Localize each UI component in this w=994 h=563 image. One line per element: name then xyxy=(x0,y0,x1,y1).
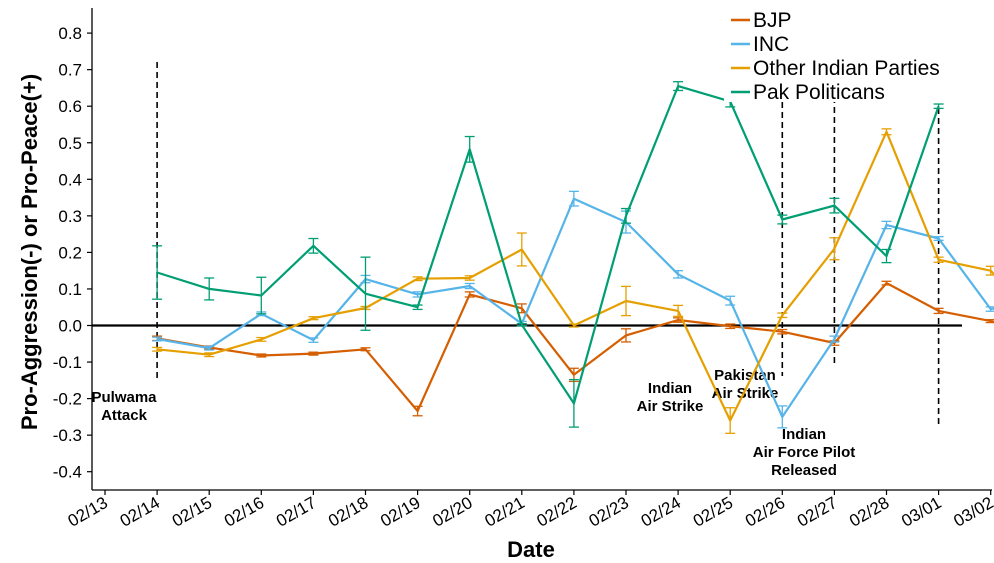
x-tick-label: 02/21 xyxy=(481,493,527,531)
legend-label: INC xyxy=(753,33,789,56)
x-tick-label: 02/27 xyxy=(794,493,840,531)
y-tick-label: 0.5 xyxy=(58,134,82,153)
series-inc xyxy=(152,190,994,429)
event-label: Released xyxy=(771,462,837,479)
y-tick-label: 0.8 xyxy=(58,24,82,43)
x-tick-label: 02/19 xyxy=(377,493,423,531)
legend-label: Pak Politicans xyxy=(753,81,885,104)
legend-label: Other Indian Parties xyxy=(753,57,940,80)
series-pak-politicans xyxy=(152,81,944,428)
y-tick-label: -0.4 xyxy=(53,463,82,482)
y-tick-label: 0.6 xyxy=(58,97,82,116)
series-line xyxy=(156,282,994,413)
event-label: Air Strike xyxy=(637,398,704,415)
x-tick-label: 02/23 xyxy=(586,493,632,531)
y-tick-label: 0.1 xyxy=(58,280,82,299)
series-bjp xyxy=(152,280,994,417)
event-label: Indian xyxy=(648,380,692,397)
x-tick-label: 02/13 xyxy=(65,493,111,531)
x-tick-label: 02/20 xyxy=(429,493,475,531)
event-label: Indian xyxy=(782,426,826,443)
x-tick-label: 02/25 xyxy=(690,493,736,531)
x-tick-label: 02/16 xyxy=(221,493,267,531)
x-tick-label: 02/28 xyxy=(846,493,892,531)
series-group xyxy=(152,81,994,434)
x-tick-label: 02/24 xyxy=(638,493,684,531)
y-tick-label: -0.2 xyxy=(53,390,82,409)
series-line xyxy=(156,197,994,418)
legend-label: BJP xyxy=(753,9,792,32)
x-tick-label: 02/26 xyxy=(742,493,788,531)
y-tick-label: 0.7 xyxy=(58,61,82,80)
series-line xyxy=(156,130,994,422)
x-tick-label: 02/18 xyxy=(325,493,371,531)
event-label: Air Strike xyxy=(712,385,779,402)
y-tick-label: 0.2 xyxy=(58,243,82,262)
event-label: Air Force Pilot xyxy=(753,444,856,461)
series-other-indian-parties xyxy=(152,128,994,434)
y-tick-label: -0.1 xyxy=(53,353,82,372)
x-tick-label: 03/01 xyxy=(898,493,944,531)
y-tick-label: 0.3 xyxy=(58,207,82,226)
y-axis-label: Pro-Aggression(-) or Pro-Peace(+) xyxy=(17,74,42,430)
y-tick-label: 0.4 xyxy=(58,170,82,189)
event-label: Pulwama xyxy=(91,389,157,406)
event-label: Attack xyxy=(101,407,148,424)
x-tick-label: 02/15 xyxy=(169,493,215,531)
legend-background xyxy=(724,6,974,102)
event-label: Pakistan xyxy=(714,367,776,384)
x-tick-label: 02/22 xyxy=(534,493,580,531)
y-tick-label: -0.3 xyxy=(53,426,82,445)
x-tick-label: 02/17 xyxy=(273,493,319,531)
x-axis-label: Date xyxy=(507,537,555,562)
y-tick-label: 0.0 xyxy=(58,317,82,336)
x-tick-label: 02/14 xyxy=(117,493,163,531)
series-line xyxy=(156,84,940,405)
x-tick-label: 03/02 xyxy=(950,493,994,531)
